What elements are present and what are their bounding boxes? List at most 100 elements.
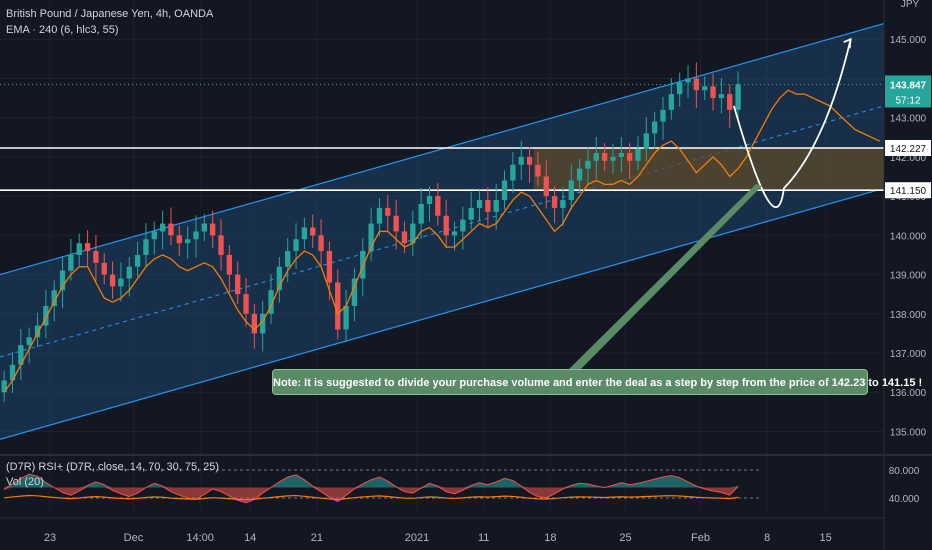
candle xyxy=(18,329,24,381)
y-tick-label: 142.000 xyxy=(890,153,927,164)
candle xyxy=(526,147,533,183)
price-unit-label: JPY xyxy=(900,0,920,10)
candle xyxy=(43,289,49,339)
candle xyxy=(76,233,82,268)
candle xyxy=(635,136,641,171)
candle xyxy=(93,234,99,281)
x-tick-label: Dec xyxy=(124,532,144,544)
candle xyxy=(376,198,383,237)
volume-legend[interactable]: Vol (20) xyxy=(6,476,44,488)
candle xyxy=(710,73,716,111)
candle-body xyxy=(143,239,149,255)
candle-body xyxy=(385,207,391,216)
candle xyxy=(601,143,608,171)
candle-body xyxy=(451,231,458,236)
trade-note-callout: Note: It is suggested to divide your pur… xyxy=(272,369,922,395)
candle-body xyxy=(418,203,424,224)
candle-body xyxy=(410,223,416,244)
rsi-area-down xyxy=(4,487,739,503)
candle xyxy=(735,71,741,120)
candle-body xyxy=(601,152,608,161)
candle-body xyxy=(560,200,566,208)
candle-body xyxy=(585,160,591,169)
candle xyxy=(543,160,549,209)
x-tick-label: Feb xyxy=(691,532,710,544)
symbol-legend[interactable]: British Pound / Japanese Yen, 4h, OANDA xyxy=(6,8,214,20)
candle xyxy=(460,206,466,250)
candle xyxy=(209,210,216,248)
countdown-tag: 57:12 xyxy=(895,95,920,106)
y-tick-label: 138.000 xyxy=(890,310,927,321)
candle xyxy=(385,194,391,232)
candle-body xyxy=(301,227,308,240)
candle-body xyxy=(109,274,116,287)
candle xyxy=(293,223,299,270)
note-pointer xyxy=(568,184,762,370)
candle xyxy=(184,226,191,259)
candle xyxy=(268,274,274,324)
candle xyxy=(685,65,691,98)
rsi-tick-label: 40.000 xyxy=(889,494,920,505)
candle-body xyxy=(493,200,499,212)
candle-body xyxy=(260,313,266,334)
candle xyxy=(610,143,616,174)
candle xyxy=(626,143,633,179)
candle-body xyxy=(134,254,141,267)
candle xyxy=(176,225,182,256)
candle-body xyxy=(59,270,66,291)
y-tick-label: 143.000 xyxy=(890,114,927,125)
candle-body xyxy=(193,231,199,240)
candle xyxy=(143,223,149,268)
y-tick-label: 140.000 xyxy=(890,231,927,242)
candle xyxy=(585,147,591,184)
candle xyxy=(201,213,207,242)
candle xyxy=(101,252,107,285)
candle-body xyxy=(1,380,7,393)
candle-body xyxy=(18,345,24,365)
candle xyxy=(643,117,649,162)
candle xyxy=(443,199,449,248)
candle xyxy=(168,207,174,246)
candle-body xyxy=(401,231,408,244)
candle-body xyxy=(235,274,241,295)
candle xyxy=(501,170,508,210)
candle xyxy=(668,78,675,120)
rsi-line xyxy=(3,473,739,504)
candle xyxy=(159,210,166,250)
candle xyxy=(9,351,16,394)
y-tick-label: 137.000 xyxy=(890,349,927,360)
candle xyxy=(651,111,658,149)
rsi-legend[interactable]: (D7R) RSI+ (D7R, close, 14, 70, 30, 75, … xyxy=(6,461,220,473)
candle-body xyxy=(693,78,700,91)
level-tag-bg-0 xyxy=(885,139,931,156)
candle xyxy=(26,327,32,364)
candle-body xyxy=(226,254,233,275)
candle xyxy=(393,199,399,250)
candle-body xyxy=(718,94,725,99)
candle-body xyxy=(435,196,441,216)
candle xyxy=(618,136,624,173)
candle-body xyxy=(285,251,291,267)
x-tick-label: 14 xyxy=(244,532,256,544)
candle-body xyxy=(610,156,616,161)
candle xyxy=(68,238,74,281)
candle-body xyxy=(218,235,224,255)
candle-body xyxy=(51,290,57,306)
ema-line xyxy=(3,89,881,393)
candle xyxy=(426,186,433,223)
projection-arrowhead xyxy=(843,37,852,49)
candle xyxy=(276,256,283,303)
ema-legend[interactable]: EMA · 240 (6, hlc3, 55) xyxy=(6,24,119,36)
candle-body xyxy=(9,364,16,381)
candle-body xyxy=(460,219,466,232)
x-tick-label: 21 xyxy=(311,532,323,544)
candle-body xyxy=(635,149,641,161)
candle xyxy=(660,96,666,140)
candle-body xyxy=(426,196,433,204)
rsi-tick-label: 80.000 xyxy=(889,466,920,477)
x-tick-label: 15 xyxy=(819,532,831,544)
channel-lower-line xyxy=(0,187,885,440)
x-tick-label: 25 xyxy=(619,532,631,544)
